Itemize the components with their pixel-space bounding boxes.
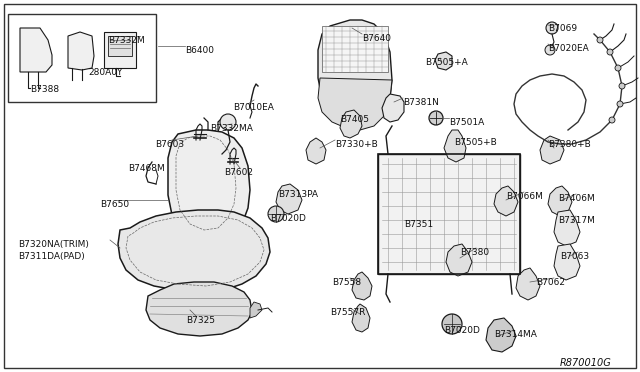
Text: B7505+A: B7505+A <box>425 58 468 67</box>
Text: B7314MA: B7314MA <box>494 330 537 339</box>
Polygon shape <box>554 244 580 280</box>
Circle shape <box>442 314 462 334</box>
Text: B6400: B6400 <box>185 46 214 55</box>
Text: B7332M: B7332M <box>108 36 145 45</box>
Text: B7381N: B7381N <box>403 98 439 107</box>
Text: B7380: B7380 <box>460 248 489 257</box>
Polygon shape <box>250 302 262 318</box>
Polygon shape <box>146 282 252 336</box>
Polygon shape <box>486 318 516 352</box>
Text: B7313PA: B7313PA <box>278 190 318 199</box>
Polygon shape <box>108 36 132 56</box>
Text: B7468M: B7468M <box>128 164 164 173</box>
Polygon shape <box>352 272 372 300</box>
Text: B7351: B7351 <box>404 220 433 229</box>
Polygon shape <box>318 20 392 122</box>
Text: B7602: B7602 <box>224 168 253 177</box>
Polygon shape <box>494 186 518 216</box>
Text: B7317M: B7317M <box>558 216 595 225</box>
Text: B7650: B7650 <box>100 200 129 209</box>
Text: 280A0Y: 280A0Y <box>88 68 122 77</box>
Circle shape <box>619 83 625 89</box>
Polygon shape <box>318 78 392 130</box>
Text: B7558: B7558 <box>332 278 361 287</box>
Text: B7063: B7063 <box>560 252 589 261</box>
Text: B7557R: B7557R <box>330 308 365 317</box>
Text: B7020D: B7020D <box>270 214 306 223</box>
Text: B7325: B7325 <box>186 316 215 325</box>
Text: B7388: B7388 <box>30 85 59 94</box>
Text: B7505+B: B7505+B <box>454 138 497 147</box>
Polygon shape <box>352 304 370 332</box>
Circle shape <box>607 49 613 55</box>
Text: B7405: B7405 <box>340 115 369 124</box>
Polygon shape <box>168 130 250 240</box>
Polygon shape <box>444 130 466 162</box>
Text: B7069: B7069 <box>548 24 577 33</box>
Text: B7332MA: B7332MA <box>210 124 253 133</box>
Text: B7640: B7640 <box>362 34 391 43</box>
Polygon shape <box>554 210 580 246</box>
Circle shape <box>268 206 284 222</box>
Polygon shape <box>68 32 94 70</box>
Text: B7603: B7603 <box>155 140 184 149</box>
Circle shape <box>609 117 615 123</box>
Polygon shape <box>20 28 52 72</box>
Polygon shape <box>322 26 388 72</box>
Text: B7380+B: B7380+B <box>548 140 591 149</box>
Text: B7062: B7062 <box>536 278 565 287</box>
Circle shape <box>597 37 603 43</box>
Circle shape <box>429 111 443 125</box>
Polygon shape <box>340 110 362 138</box>
Polygon shape <box>516 268 540 300</box>
Text: B7010EA: B7010EA <box>233 103 274 112</box>
Bar <box>8 14 156 102</box>
Polygon shape <box>548 186 572 216</box>
Circle shape <box>615 65 621 71</box>
Polygon shape <box>276 184 302 214</box>
Polygon shape <box>382 94 404 122</box>
Text: B7406M: B7406M <box>558 194 595 203</box>
Polygon shape <box>118 210 270 292</box>
Text: B7330+B: B7330+B <box>335 140 378 149</box>
Text: B7020EA: B7020EA <box>548 44 589 53</box>
Text: B7066M: B7066M <box>506 192 543 201</box>
Text: B7311DA(PAD): B7311DA(PAD) <box>18 252 84 261</box>
Circle shape <box>545 45 555 55</box>
Text: B7020D: B7020D <box>444 326 480 335</box>
Text: B7501A: B7501A <box>449 118 484 127</box>
Circle shape <box>220 114 236 130</box>
Polygon shape <box>540 136 564 164</box>
Text: R870010G: R870010G <box>560 358 612 368</box>
Polygon shape <box>435 52 452 70</box>
Circle shape <box>617 101 623 107</box>
Polygon shape <box>306 138 326 164</box>
Text: B7320NA(TRIM): B7320NA(TRIM) <box>18 240 89 249</box>
Polygon shape <box>104 32 136 68</box>
Polygon shape <box>378 154 520 274</box>
Circle shape <box>546 22 558 34</box>
Polygon shape <box>446 244 472 276</box>
